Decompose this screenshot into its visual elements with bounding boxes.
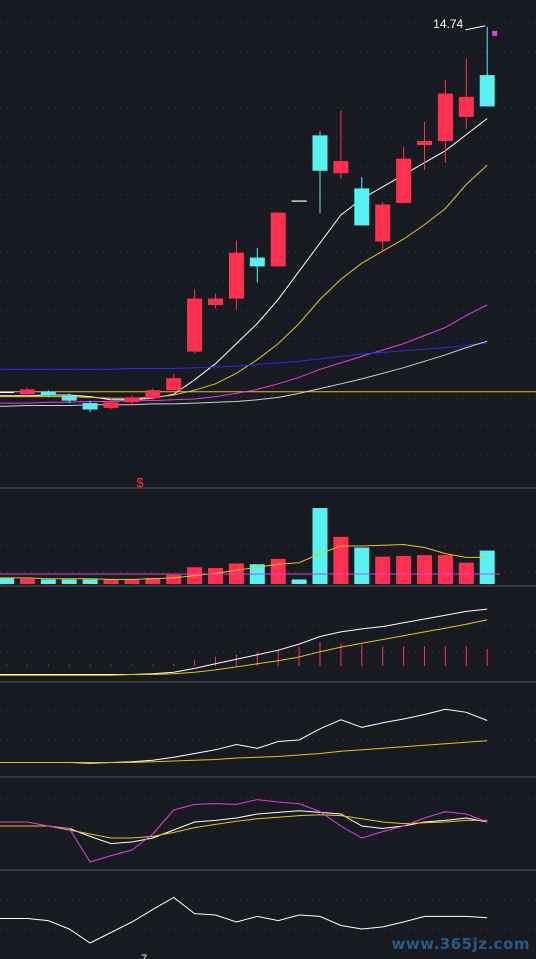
candle-body xyxy=(458,96,474,117)
volume-average-line xyxy=(0,543,488,580)
candle-body xyxy=(124,397,140,403)
volume-bar xyxy=(479,550,495,584)
candle-body xyxy=(479,75,495,107)
macd-line xyxy=(0,608,488,675)
volume-bar xyxy=(270,558,286,584)
volume-bar xyxy=(40,579,56,584)
indicator-4-line xyxy=(0,708,488,764)
candle-body xyxy=(103,402,119,408)
volume-bar xyxy=(375,556,391,584)
volume-bar xyxy=(291,579,307,584)
kdj-line xyxy=(0,799,488,863)
volume-bar xyxy=(312,508,328,584)
volume-bar xyxy=(208,568,223,584)
volume-bar xyxy=(145,577,161,584)
macd-line xyxy=(0,619,488,676)
candle-body xyxy=(249,257,265,267)
volume-bar xyxy=(82,579,98,584)
candle-body xyxy=(208,298,223,305)
candle-body xyxy=(417,141,432,146)
candle-body xyxy=(40,391,56,396)
moving-average-line xyxy=(0,340,488,407)
volume-bar xyxy=(396,555,412,584)
candle-body xyxy=(145,390,161,399)
candle-body xyxy=(0,391,14,394)
kdj-line xyxy=(0,814,488,839)
x-tick-label: 7 xyxy=(141,953,147,959)
kdj-line xyxy=(0,810,488,845)
volume-bar xyxy=(0,577,14,584)
signal-square-marker xyxy=(492,30,498,36)
candle-body xyxy=(396,158,412,203)
volume-bar xyxy=(458,562,474,584)
volume-bar xyxy=(19,578,35,584)
buy-signal-marker: $ xyxy=(136,475,144,490)
high-price-arrow xyxy=(465,25,486,31)
moving-average-line xyxy=(0,342,488,370)
volume-bar xyxy=(354,547,370,584)
candle-body xyxy=(312,135,328,171)
candle-body xyxy=(333,161,349,174)
volume-bar xyxy=(437,555,453,584)
candle-body xyxy=(166,378,182,391)
volume-bar xyxy=(124,579,140,584)
candle-body xyxy=(19,389,35,395)
candle-body xyxy=(61,395,77,401)
volume-bar xyxy=(61,579,77,584)
candle-body xyxy=(270,212,286,267)
candle-body xyxy=(375,204,391,242)
volume-bar xyxy=(103,579,119,584)
indicator-4-line xyxy=(0,740,488,763)
candle-body xyxy=(354,188,370,226)
candle-body xyxy=(437,93,453,142)
volume-bar xyxy=(333,536,349,584)
candle-body xyxy=(82,403,98,410)
moving-average-line xyxy=(0,304,488,404)
volume-bar xyxy=(166,574,182,584)
volume-bar xyxy=(417,555,432,584)
high-price-label: 14.74 xyxy=(433,17,463,31)
candle-body xyxy=(228,252,244,299)
candle-body xyxy=(291,200,307,202)
indicator-6-line xyxy=(0,896,488,944)
watermark-text: www.365jz.com xyxy=(391,935,530,953)
candle-body xyxy=(187,298,203,352)
